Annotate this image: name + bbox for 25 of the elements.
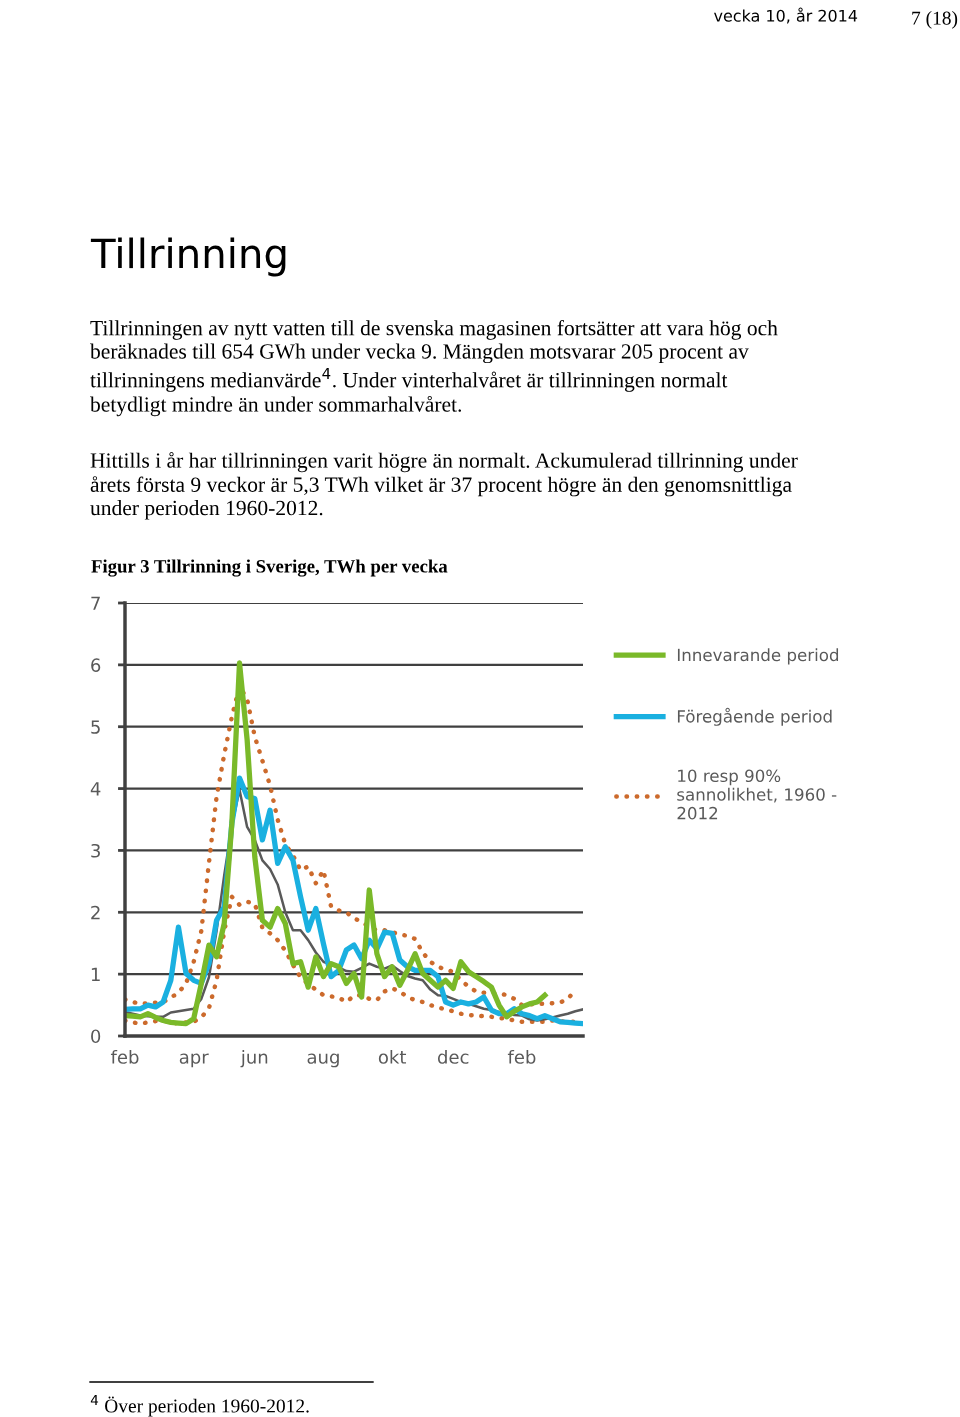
chart-subtitle: Figur 3 Tillrinning i Sverige, TWh per vecka bbox=[91, 559, 448, 577]
chart-title: Tillrinning bbox=[90, 237, 286, 277]
x-tick-label: apr bbox=[179, 1053, 209, 1068]
x-tick-label: aug bbox=[307, 1053, 339, 1068]
legend-label: Föregående period bbox=[677, 707, 832, 726]
text: Hittills i år har tillrinningen varit högre än normalt. Ackumulerad tillrinning under årets första 9 veckor är 5,3 TWh vilket är 37 procent högre än den genomsnittliga under perioden 1960-2012. bbox=[90, 452, 798, 520]
x-tick-label: feb bbox=[507, 1049, 536, 1064]
y-tick-label: 7 bbox=[91, 596, 100, 610]
text: vecka 10, år 2014 bbox=[714, 7, 858, 24]
legend-label: 10 resp 90% sannolikhet, 1960 - 2012 bbox=[677, 769, 837, 820]
x-tick-label: jun bbox=[240, 1049, 268, 1068]
legend-label: Innevarande period bbox=[677, 648, 839, 665]
text: 7 (18) bbox=[912, 11, 958, 29]
y-tick-label: 5 bbox=[91, 720, 100, 734]
y-tick-label: 2 bbox=[91, 905, 100, 920]
text: Tillrinningen av nytt vatten till de svenska magasinen fortsätter att vara hög och beräknades till 654 GWh under vecka 9. Mängden motsvarar 205 procent av tillrinningens medianvärde$^{4}$. Under vinterhalvåret är tillrinningen normalt betydligt mindre än under sommarhalvåret. bbox=[90, 320, 778, 417]
x-tick-label: dec bbox=[437, 1049, 469, 1064]
y-tick-label: 6 bbox=[91, 658, 101, 672]
x-tick-label: feb bbox=[110, 1049, 139, 1064]
y-tick-label: 3 bbox=[91, 843, 100, 858]
text: $^{4}$ Över perioden 1960-2012. bbox=[90, 1395, 309, 1417]
y-tick-label: 0 bbox=[91, 1029, 101, 1044]
x-tick-label: okt bbox=[378, 1049, 407, 1064]
y-tick-label: 1 bbox=[91, 967, 100, 981]
y-tick-label: 4 bbox=[90, 782, 101, 796]
